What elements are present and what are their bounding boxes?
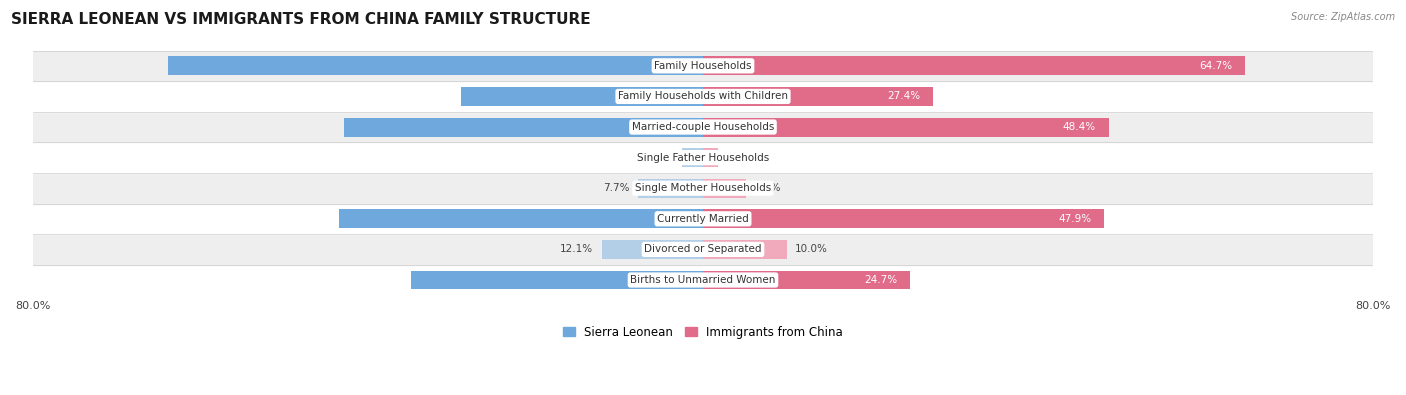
Text: Single Father Households: Single Father Households: [637, 152, 769, 163]
Bar: [339, 209, 703, 228]
Bar: [32, 81, 1374, 112]
Bar: [703, 240, 787, 259]
Text: 64.7%: 64.7%: [1199, 61, 1233, 71]
Bar: [703, 148, 718, 167]
Bar: [32, 112, 1374, 142]
Bar: [32, 203, 1374, 234]
Text: SIERRA LEONEAN VS IMMIGRANTS FROM CHINA FAMILY STRUCTURE: SIERRA LEONEAN VS IMMIGRANTS FROM CHINA …: [11, 12, 591, 27]
Legend: Sierra Leonean, Immigrants from China: Sierra Leonean, Immigrants from China: [558, 321, 848, 343]
Bar: [32, 51, 1374, 81]
Text: Family Households with Children: Family Households with Children: [619, 91, 787, 102]
Text: Single Mother Households: Single Mother Households: [636, 183, 770, 193]
Text: Currently Married: Currently Married: [657, 214, 749, 224]
Bar: [602, 240, 703, 259]
Text: 42.9%: 42.9%: [686, 122, 720, 132]
Bar: [167, 56, 703, 75]
Text: 5.1%: 5.1%: [754, 183, 780, 193]
Text: 12.1%: 12.1%: [560, 245, 593, 254]
Text: Married-couple Households: Married-couple Households: [631, 122, 775, 132]
Text: 43.4%: 43.4%: [686, 214, 720, 224]
Bar: [638, 179, 703, 198]
Text: 34.9%: 34.9%: [686, 275, 720, 285]
Text: 7.7%: 7.7%: [603, 183, 630, 193]
Text: Family Households: Family Households: [654, 61, 752, 71]
Bar: [682, 148, 703, 167]
Text: 63.9%: 63.9%: [686, 61, 720, 71]
Text: 2.5%: 2.5%: [647, 152, 673, 163]
Bar: [32, 142, 1374, 173]
Bar: [32, 265, 1374, 295]
Bar: [703, 56, 1246, 75]
Text: Source: ZipAtlas.com: Source: ZipAtlas.com: [1291, 12, 1395, 22]
Text: 48.4%: 48.4%: [1063, 122, 1095, 132]
Bar: [703, 179, 745, 198]
Bar: [343, 118, 703, 137]
Text: Divorced or Separated: Divorced or Separated: [644, 245, 762, 254]
Bar: [703, 271, 910, 290]
Text: 47.9%: 47.9%: [1059, 214, 1092, 224]
Text: 27.4%: 27.4%: [887, 91, 920, 102]
Bar: [32, 173, 1374, 203]
Text: 24.7%: 24.7%: [865, 275, 897, 285]
Text: 28.9%: 28.9%: [686, 91, 720, 102]
Bar: [461, 87, 703, 106]
Bar: [32, 234, 1374, 265]
Text: 1.8%: 1.8%: [727, 152, 754, 163]
Text: 10.0%: 10.0%: [796, 245, 828, 254]
Bar: [703, 118, 1108, 137]
Bar: [703, 87, 932, 106]
Bar: [703, 209, 1104, 228]
Bar: [411, 271, 703, 290]
Text: Births to Unmarried Women: Births to Unmarried Women: [630, 275, 776, 285]
